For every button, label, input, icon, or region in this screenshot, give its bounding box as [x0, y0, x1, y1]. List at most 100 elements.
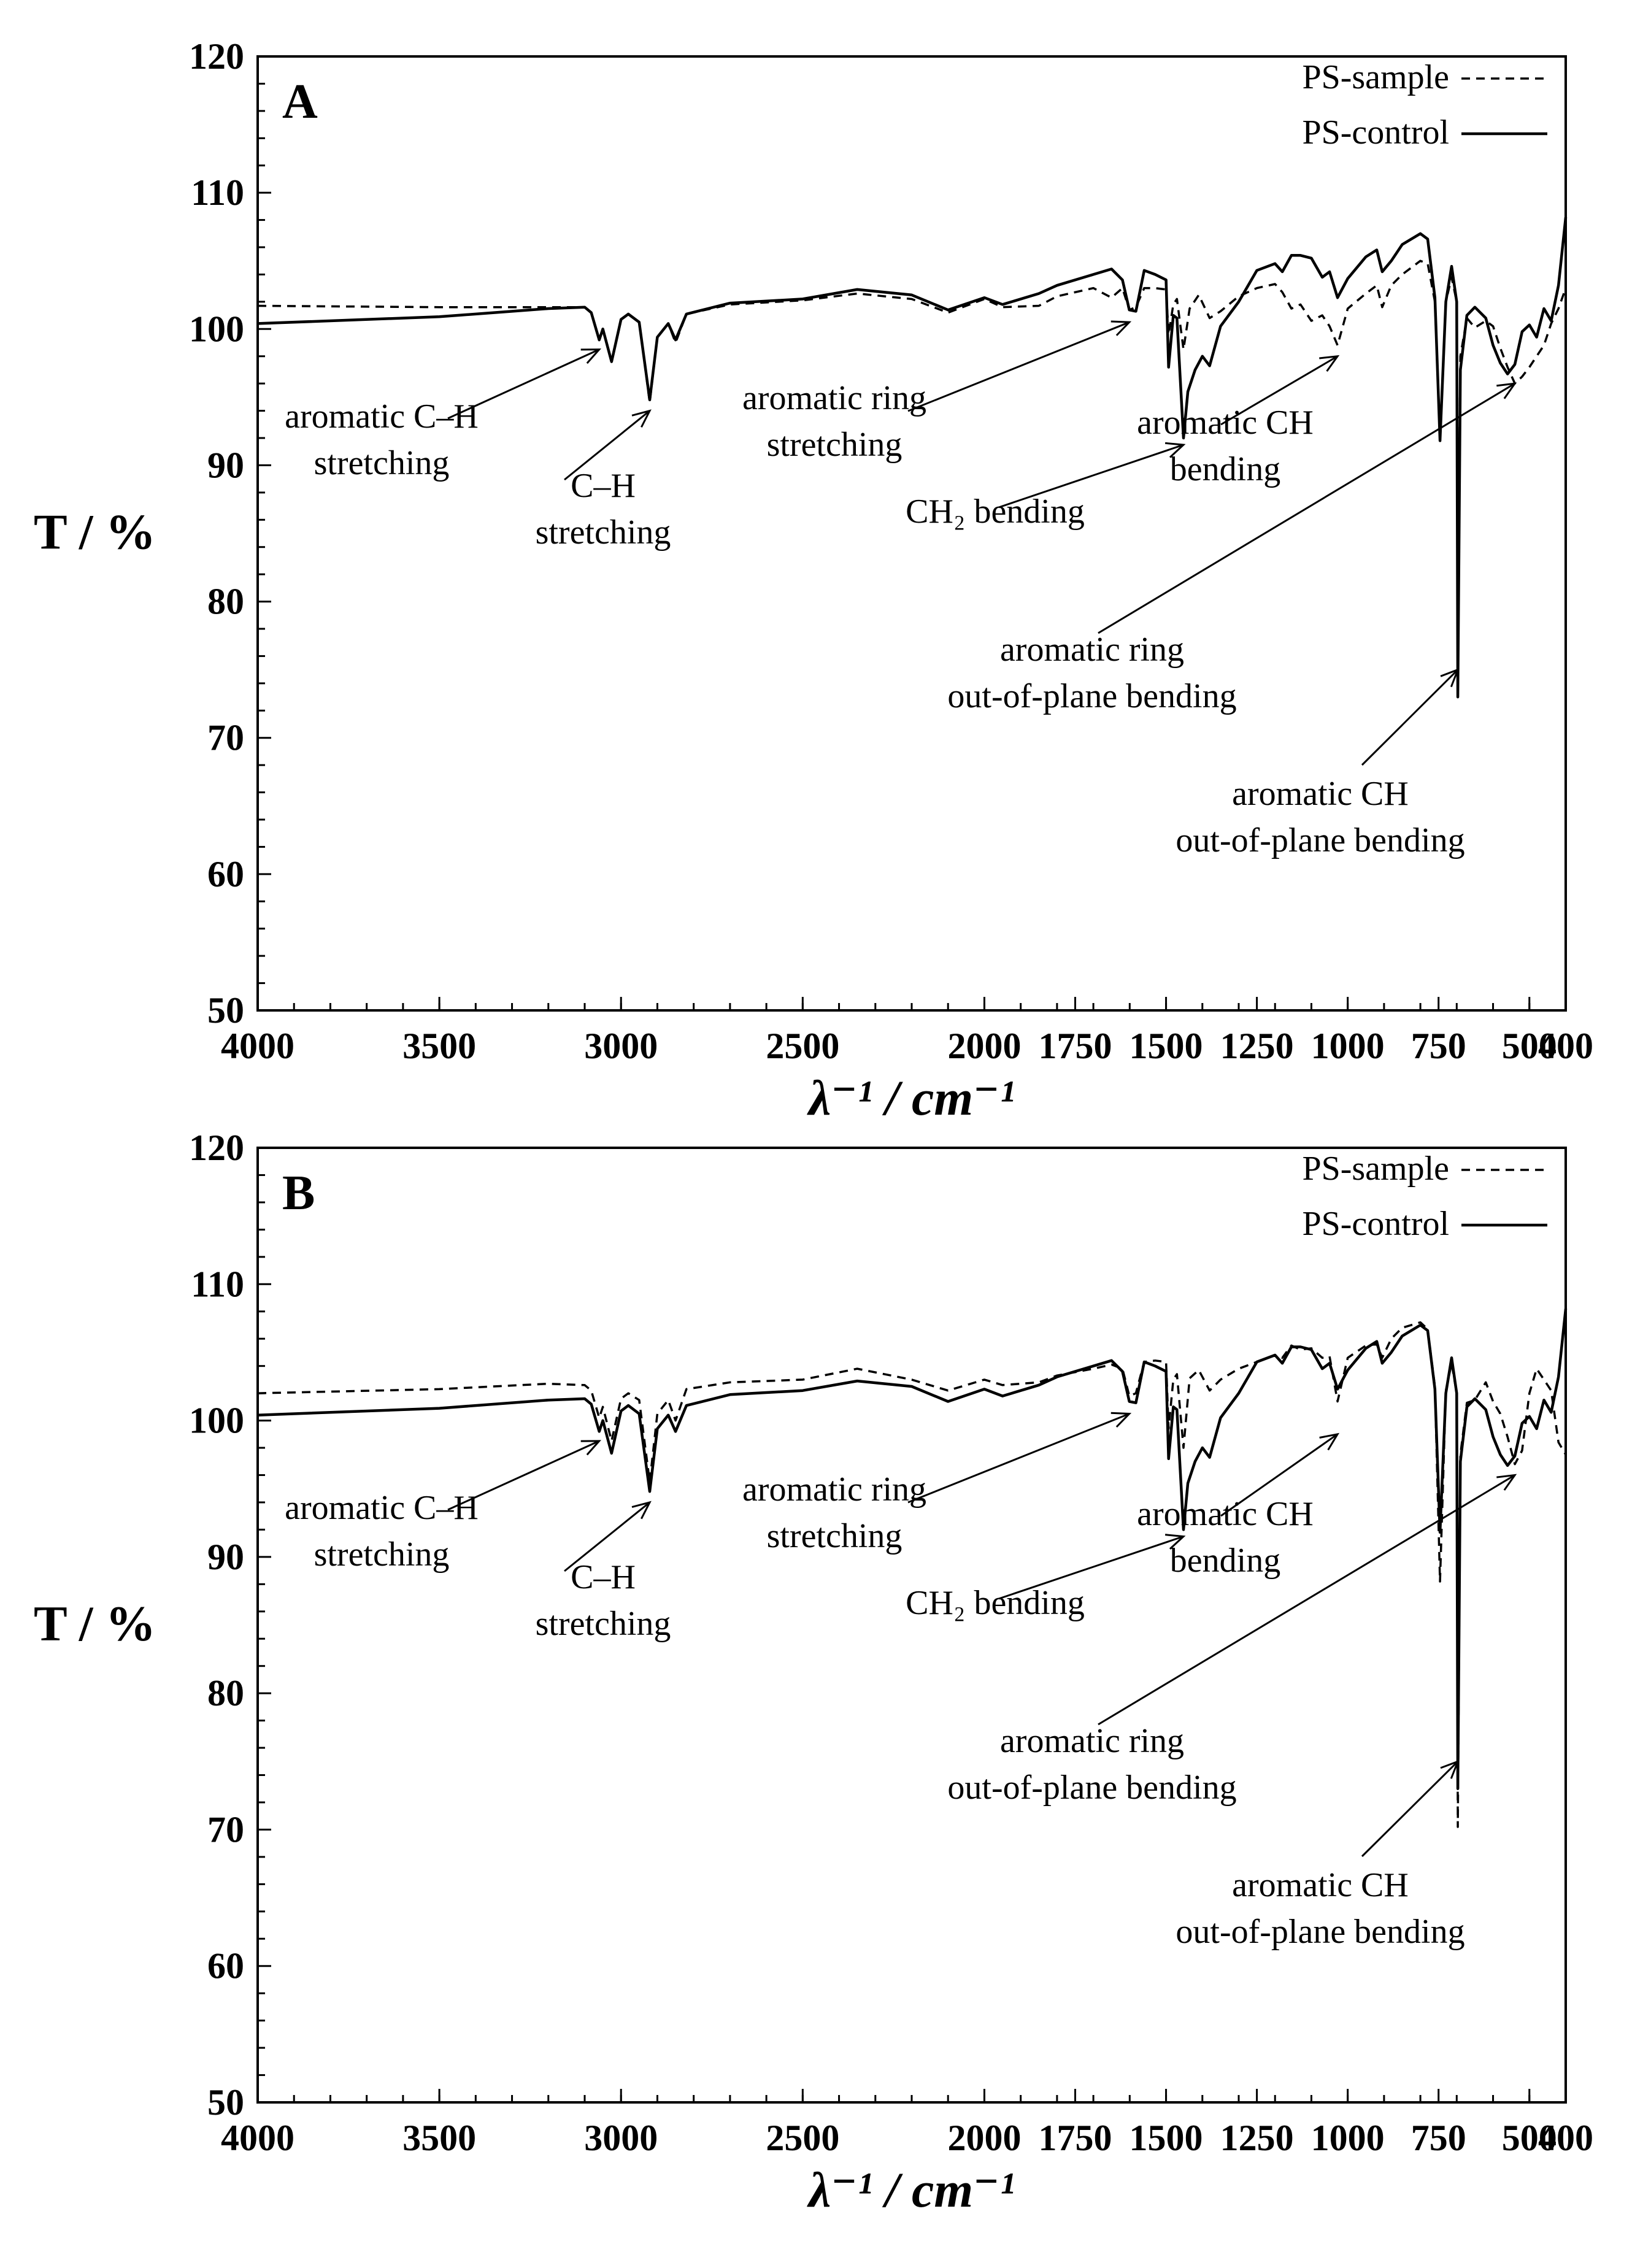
x-tick-label: 2500	[766, 2118, 839, 2158]
annotation-arrow	[1361, 669, 1459, 766]
annotation-arrow	[1361, 1761, 1459, 1858]
annotation-arrow	[907, 1413, 1130, 1504]
x-tick-label: 400	[1538, 2118, 1593, 2158]
annotation-arrow	[907, 321, 1130, 412]
x-tick-label: 400	[1538, 1026, 1593, 1066]
x-tick-label: 4000	[221, 1026, 294, 1066]
annotation-arrow	[1098, 382, 1515, 634]
y-tick-label: 120	[189, 1128, 244, 1168]
annotation-arrowhead	[580, 348, 602, 364]
y-tick-label: 120	[189, 36, 244, 77]
x-tick-label: 1000	[1311, 2118, 1385, 2158]
annotation-label: aromatic ring	[1000, 1722, 1184, 1760]
annotation-label: stretching	[314, 1536, 450, 1574]
x-tick-label: 1250	[1220, 1026, 1294, 1066]
annotation-arrow	[447, 348, 600, 420]
panel-letter: A	[282, 75, 318, 129]
annotation-arrow	[998, 1536, 1184, 1600]
annotation-arrow	[998, 444, 1184, 509]
annotation-arrow	[1220, 355, 1338, 426]
annotation-label: out-of-plane bending	[1176, 1913, 1464, 1951]
x-tick-label: 1750	[1039, 1026, 1112, 1066]
annotation-arrow	[1220, 1433, 1338, 1517]
x-tick-label: 3500	[402, 1026, 476, 1066]
legend-label: PS-control	[1302, 1205, 1449, 1243]
annotation-label: C–H	[571, 1558, 636, 1596]
annotation-label: out-of-plane bending	[1176, 821, 1464, 859]
panel-a: 50 60 70 80 90 100 110 120 4000 3500 3000 2500 2000 1…	[34, 36, 1593, 1126]
annotation-label: aromatic ring	[742, 379, 926, 417]
series-line-ps-control	[257, 1309, 1568, 1790]
x-tick-label: 1750	[1039, 2118, 1112, 2158]
panel-b: 50 60 70 80 90 100 110 120 4000 3500 3000 2500 2000 1…	[34, 1128, 1593, 2218]
y-tick-label: 90	[207, 1537, 244, 1577]
annotation-label: out-of-plane bending	[947, 1769, 1236, 1807]
y-tick-label: 70	[207, 718, 244, 758]
annotation-label: stretching	[536, 1605, 671, 1643]
annotation-label: out-of-plane bending	[947, 677, 1236, 715]
y-tick-label: 90	[207, 445, 244, 485]
annotation-arrow	[564, 1501, 650, 1572]
y-tick-label: 80	[207, 1673, 244, 1713]
annotation-arrowhead	[1440, 1759, 1460, 1779]
x-tick-label: 2000	[947, 1026, 1021, 1066]
annotation-arrow	[447, 1440, 600, 1511]
y-axis-title: T / %	[34, 1596, 156, 1651]
series-line-ps-control	[257, 217, 1568, 699]
annotation-arrowhead	[1110, 1412, 1132, 1428]
annotation-label: aromatic C–H	[285, 1489, 479, 1527]
x-tick-label: 750	[1411, 2118, 1466, 2158]
y-tick-label: 110	[191, 1264, 244, 1304]
y-tick-label: 100	[189, 309, 244, 349]
x-axis-title: λ⁻¹ / cm⁻¹	[807, 2162, 1015, 2218]
annotation-label: aromatic C–H	[285, 398, 479, 436]
plot-frame	[256, 1147, 1567, 2104]
legend-label: PS-sample	[1302, 58, 1449, 96]
annotation-arrowhead	[580, 1440, 602, 1456]
annotation-arrowhead	[1496, 382, 1517, 399]
annotation-arrowhead	[1319, 355, 1340, 372]
x-tick-label: 3000	[584, 1026, 658, 1066]
x-tick-label: 2500	[766, 1026, 839, 1066]
annotation-label: bending	[1170, 1542, 1280, 1580]
y-tick-label: 60	[207, 1946, 244, 1986]
annotation-arrowhead	[631, 1501, 652, 1520]
x-axis-title: λ⁻¹ / cm⁻¹	[807, 1070, 1015, 1126]
annotation-label: C–H	[571, 467, 636, 505]
legend-label: PS-sample	[1302, 1150, 1449, 1188]
y-tick-label: 100	[189, 1401, 244, 1441]
annotation-label: CH₂ bending	[906, 1584, 1085, 1622]
x-tick-label: 3500	[402, 2118, 476, 2158]
x-tick-label: 4000	[221, 2118, 294, 2158]
y-tick-label: 80	[207, 582, 244, 622]
x-tick-label: 1000	[1311, 1026, 1385, 1066]
annotation-label: stretching	[314, 444, 450, 482]
legend-label: PS-control	[1302, 113, 1449, 152]
annotation-label: stretching	[536, 513, 671, 552]
y-tick-label: 60	[207, 854, 244, 894]
x-tick-label: 750	[1411, 1026, 1466, 1066]
x-tick-label: 500	[1502, 2118, 1557, 2158]
annotation-label: aromatic CH	[1232, 1866, 1409, 1904]
x-tick-label: 1250	[1220, 2118, 1294, 2158]
x-tick-label: 2000	[947, 2118, 1021, 2158]
annotation-arrow	[1098, 1474, 1515, 1726]
annotation-label: aromatic ring	[1000, 631, 1184, 669]
y-tick-label: 110	[191, 172, 244, 213]
x-tick-label: 1500	[1130, 2118, 1203, 2158]
y-tick-label: 70	[207, 1809, 244, 1850]
annotation-arrowhead	[631, 409, 652, 428]
x-tick-label: 500	[1502, 1026, 1557, 1066]
series-line-ps-sample	[257, 259, 1567, 614]
x-tick-label: 3000	[584, 2118, 658, 2158]
annotation-arrowhead	[1319, 1432, 1340, 1451]
annotation-label: bending	[1170, 450, 1280, 488]
annotation-label: stretching	[767, 1517, 902, 1555]
plot-frame	[256, 55, 1567, 1012]
annotation-arrowhead	[1164, 442, 1186, 458]
series-line-ps-sample	[257, 1321, 1567, 1828]
annotation-arrowhead	[1496, 1474, 1517, 1491]
annotation-label: aromatic ring	[742, 1470, 926, 1509]
y-tick-label: 50	[207, 990, 244, 1031]
